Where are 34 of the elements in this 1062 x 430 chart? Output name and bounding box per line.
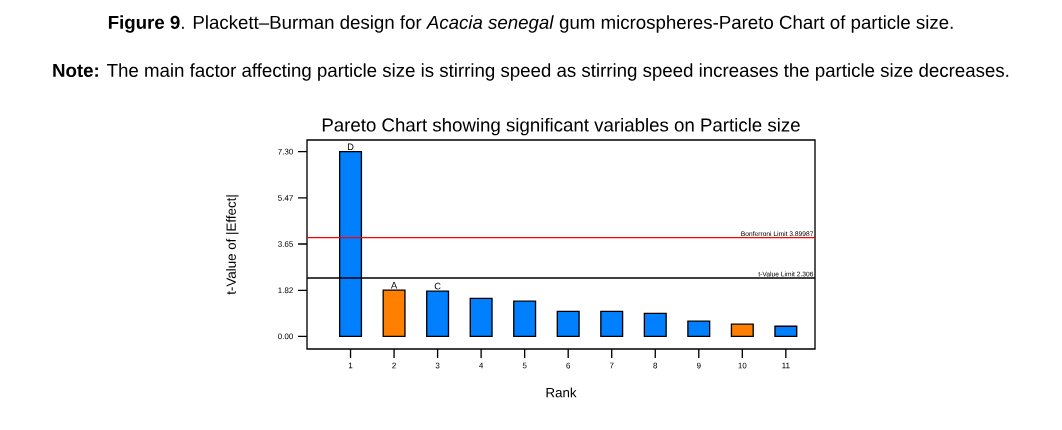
x-tick-label: 4 [479, 362, 484, 369]
text: Note: The main factor affecting particle size is stirring speed as stirring speed increases the particle size decreases. [53, 63, 1009, 81]
x-tick-label: 3 [435, 362, 440, 369]
x-tick-label: 8 [653, 362, 658, 369]
bar [600, 310, 624, 338]
x-tick-label: 10 [738, 362, 747, 369]
y-tick-label: 1.82 [278, 287, 293, 294]
x-tick-label: 6 [566, 362, 571, 369]
chart-title: Pareto Chart showing significant variables on Particle size [322, 117, 800, 136]
x-tick-label: 1 [348, 362, 353, 369]
x-tick-label: 2 [392, 362, 396, 369]
x-tick-label: 5 [522, 362, 527, 369]
bar [774, 325, 798, 338]
bar [513, 300, 537, 338]
bar [556, 310, 580, 338]
y-tick-label: 3.65 [278, 241, 293, 247]
x-tick-label: 11 [782, 362, 790, 369]
y-tick-label: 7.30 [278, 148, 293, 155]
x-tick-label: 7 [609, 362, 614, 369]
bar [687, 320, 711, 338]
y-axis-title: t-Value of |Effect| [226, 195, 239, 295]
annotation: D [347, 143, 354, 151]
text: Figure 9. Plackett–Burman design for Acacia senegal gum microspheres-Pareto Chart of particle size. [108, 15, 953, 33]
y-tick-label: 0.00 [278, 333, 293, 340]
bar [643, 312, 667, 338]
y-tick-label: 5.47 [278, 195, 293, 201]
annotation: C [434, 282, 441, 290]
bar [730, 323, 754, 338]
x-axis-title: Rank [546, 387, 577, 398]
bar [382, 289, 406, 338]
x-tick-label: 9 [696, 362, 701, 369]
bar [469, 297, 493, 338]
annotation: A [390, 282, 398, 289]
bar [426, 290, 450, 338]
